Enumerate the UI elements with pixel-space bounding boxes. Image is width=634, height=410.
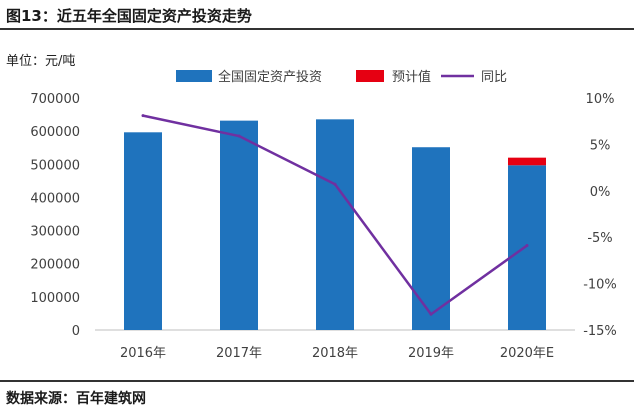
right-tick-label: -15% [583,324,617,339]
x-axis-ticks: 2016年 2017年 2018年 2019年 2020年E [120,346,554,361]
legend-swatch [356,70,384,82]
x-tick-label: 2016年 [120,346,166,361]
x-tick-label: 2019年 [408,346,454,361]
figure-title: 图13：近五年全国固定资产投资走势 [6,7,252,25]
right-tick-label: -5% [587,231,612,246]
x-tick-label: 2020年E [500,346,554,361]
growth-point [429,312,433,316]
x-tick-label: 2017年 [216,346,262,361]
estimate-bar [508,157,546,166]
investment-bar [316,119,354,331]
source-text: 数据来源：百年建筑网 [6,391,146,407]
investment-bar [220,120,258,330]
source-bar: 数据来源：百年建筑网 [0,380,634,410]
investment-bar [124,132,162,330]
unit-label: 单位：元/吨 [6,54,76,69]
left-tick-label: 300000 [30,225,80,240]
legend-swatch [176,70,212,82]
right-tick-label: 0% [590,185,611,200]
right-tick-label: 5% [590,138,611,153]
left-tick-label: 600000 [30,125,80,140]
growth-point [525,244,529,248]
left-axis-ticks: 0 100000 200000 300000 400000 500000 600000 700… [30,92,80,339]
legend-label: 预计值 [392,69,431,85]
left-tick-label: 100000 [30,291,80,306]
left-tick-label: 700000 [30,92,80,107]
figure-header: 图13：近五年全国固定资产投资走势 [0,0,634,30]
growth-point [237,134,241,138]
legend: 全国固定资产投资 预计值 同比 [176,69,507,85]
left-tick-label: 400000 [30,191,80,206]
growth-point [141,114,145,118]
legend-label: 全国固定资产投资 [218,69,322,85]
legend-label: 同比 [481,70,507,85]
left-tick-label: 200000 [30,258,80,273]
growth-point [333,182,337,186]
left-tick-label: 0 [72,324,80,339]
investment-bar [412,147,450,330]
right-axis-ticks: -15% -10% -5% 0% 5% 10% [583,92,617,339]
right-tick-label: -10% [583,278,617,293]
x-tick-label: 2018年 [312,346,358,361]
right-tick-label: 10% [586,92,615,107]
growth-line-series [141,114,529,316]
left-tick-label: 500000 [30,158,80,173]
bar-series [124,119,546,331]
investment-bar [508,165,546,330]
